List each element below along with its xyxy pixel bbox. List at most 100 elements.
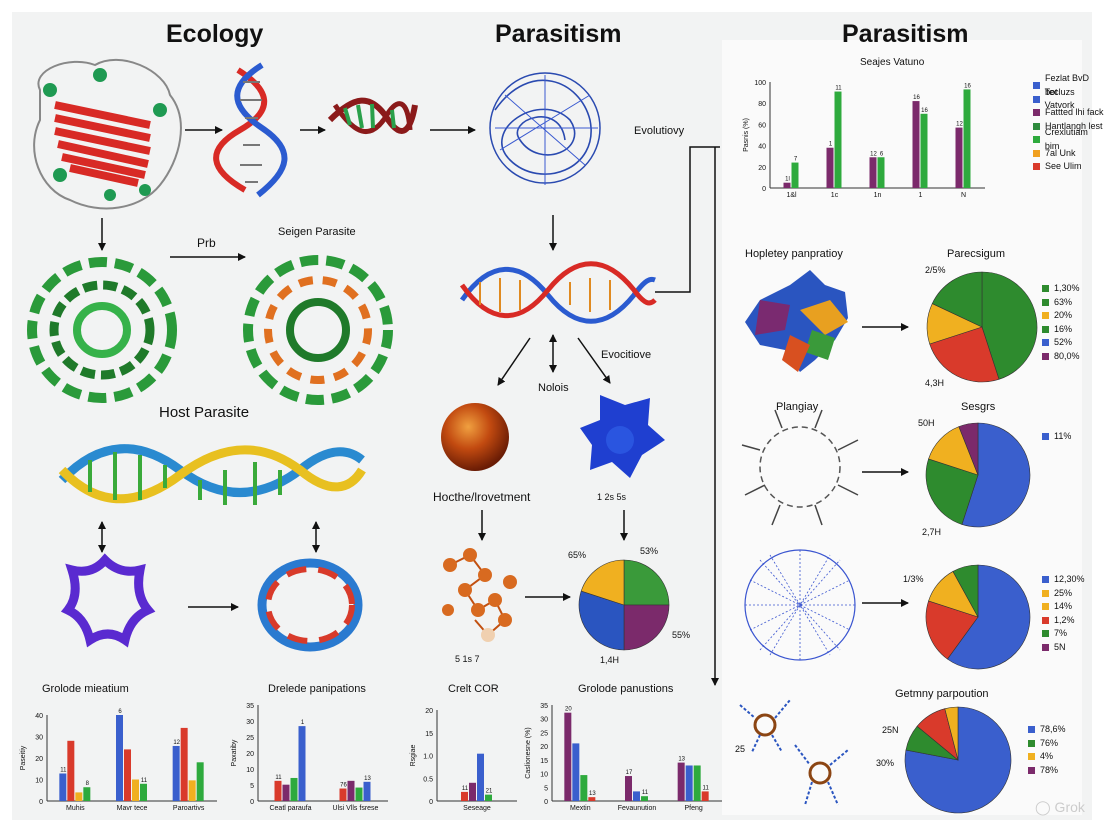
bar <box>834 91 842 188</box>
pie-r4-title: Getmny parpoution <box>895 688 989 700</box>
legend-label: 16% <box>1054 323 1073 334</box>
y-tick-label: 30 <box>35 735 43 742</box>
pie-slice <box>947 564 1031 670</box>
pie-r2-label-tl: 50H <box>918 418 935 428</box>
bar-value-label: 1 <box>301 720 305 726</box>
bar-value-label: 11 <box>835 86 842 92</box>
bar-value-label: 76 <box>340 783 347 789</box>
y-tick-label: 20 <box>758 165 766 172</box>
legend-swatch <box>1042 616 1049 624</box>
legend-label: 63% <box>1054 296 1073 307</box>
bar-chart-bottom-3: 20 15 1.0 0.5 0 Rsgiae Seseage 11 21 <box>410 708 517 812</box>
y-tick-label: 40 <box>35 713 43 720</box>
watermark-logo: ◯ Grok <box>1035 799 1086 816</box>
bar <box>588 797 596 801</box>
bar <box>485 794 492 801</box>
bar <box>783 182 791 188</box>
bar <box>685 765 693 801</box>
bar <box>140 783 147 801</box>
bar <box>701 791 709 801</box>
bar <box>564 712 572 801</box>
bar-value-label: 17 <box>626 770 633 776</box>
pie-slice <box>623 604 670 651</box>
y-tick-label: 80 <box>758 101 766 108</box>
bar-value-label: 12 <box>870 151 877 157</box>
connector-right <box>655 146 720 293</box>
pie-slice <box>578 590 625 651</box>
legend-swatch <box>1033 109 1040 117</box>
arrow-10 <box>497 337 531 386</box>
y-axis-label: Caslionesne (%) <box>525 727 532 778</box>
legend-item: 4% <box>1028 750 1066 764</box>
label-hocthe: Hocthe/lrovetment <box>433 490 531 504</box>
legend-swatch <box>1042 285 1049 293</box>
bar <box>124 749 131 801</box>
label-nolois: Nolois <box>538 382 569 394</box>
bar <box>791 162 799 188</box>
bar-value-label: 13 <box>678 757 685 763</box>
legend-item: 25% <box>1042 587 1085 601</box>
title-ecology: Ecology <box>166 20 264 48</box>
pie-mid-label-tr: 53% <box>640 546 659 556</box>
bar-value-label: 11 <box>60 767 67 773</box>
y-tick-label: 0.5 <box>423 776 433 783</box>
label-evocitiove: Evocitiove <box>601 349 652 361</box>
x-tick-label: 1n <box>874 192 882 199</box>
y-tick-label: 20 <box>246 751 254 758</box>
bar <box>826 147 834 188</box>
pie-r1-label-bl: 4,3H <box>925 378 945 388</box>
legend-item: Fezlat BvD bot <box>1033 73 1104 97</box>
y-tick-label: 0 <box>544 799 548 806</box>
legend-swatch <box>1042 298 1049 306</box>
pie-chart-right-4 <box>904 706 1012 814</box>
legend-swatch <box>1042 589 1049 597</box>
x-tick-label: N <box>961 192 966 199</box>
pie-chart-middle <box>578 559 670 651</box>
pie-r4-label-tl: 25N <box>882 725 899 735</box>
legend-item: 11% <box>1042 430 1071 444</box>
legend-item: 1,2% <box>1042 614 1085 628</box>
bar-value-label: 11 <box>642 790 649 796</box>
y-tick-label: 35 <box>540 703 548 710</box>
legend-swatch <box>1042 352 1049 360</box>
legend-label: 78,6% <box>1040 724 1066 734</box>
legend-item: 14% <box>1042 600 1085 614</box>
pie-r1-label-tl: 2/5% <box>925 265 946 275</box>
x-tick-label: Fevaunution <box>618 805 657 812</box>
pie-r2-title: Sesgrs <box>961 401 996 413</box>
bar-value-label: 11 <box>141 778 148 784</box>
y-tick-label: 0 <box>39 799 43 806</box>
x-tick-label: Muhis <box>66 805 85 812</box>
legend-label: 5N <box>1054 641 1066 652</box>
legend-item: 78% <box>1028 764 1066 778</box>
bar-value-label: 12 <box>956 122 963 128</box>
legend-label: 7al Unk <box>1045 147 1076 158</box>
red-blue-ring-structure <box>257 558 363 652</box>
bar <box>641 796 648 801</box>
label-plangiay: Plangiay <box>776 401 819 413</box>
y-tick-label: 60 <box>758 122 766 129</box>
legend-label: 4% <box>1040 751 1054 761</box>
legend-label: 14% <box>1054 601 1073 611</box>
x-tick-label: 1 <box>919 192 923 199</box>
bar <box>477 753 484 801</box>
bar-value-label: 13 <box>589 791 596 797</box>
y-tick-label: 10 <box>35 778 43 785</box>
legend-swatch <box>1028 739 1035 747</box>
bar <box>869 157 877 188</box>
pie-slice <box>925 600 979 660</box>
pie-chart-right-3 <box>925 564 1031 670</box>
legend-item: 16% <box>1042 323 1080 337</box>
legend-swatch <box>1042 643 1049 651</box>
y-axis-label: Paseitiy <box>20 745 27 770</box>
legend-item: Hantlangh lest <box>1033 120 1104 134</box>
x-tick-label: Ceatl paraufa <box>269 805 311 812</box>
pie-r3-label-tl: 1/3% <box>903 574 924 584</box>
legend-label: Crexlutiam bim <box>1044 127 1088 151</box>
legend-swatch <box>1033 136 1040 144</box>
bar <box>347 780 355 801</box>
y-tick-label: 5 <box>250 783 254 790</box>
legend-swatch <box>1042 603 1049 611</box>
